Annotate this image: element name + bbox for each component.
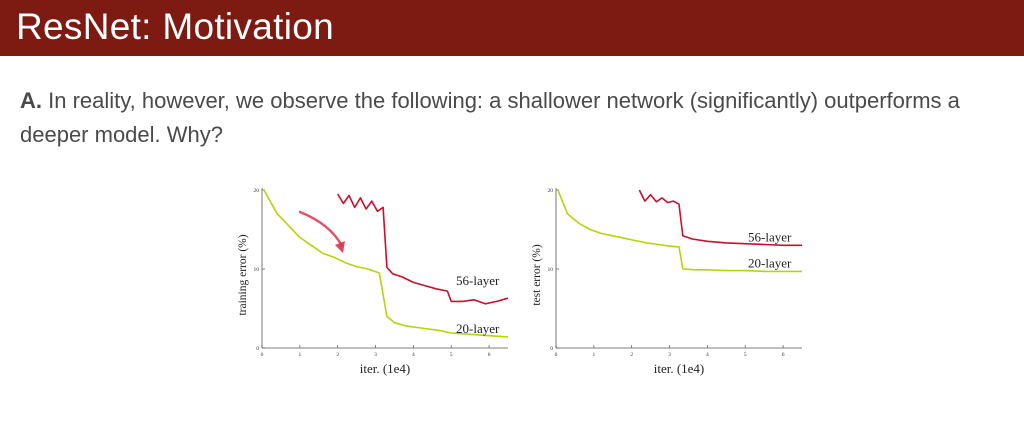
x-tick-label: 2	[630, 352, 633, 358]
training-error-chart: 0 1 2 3 4 5 6 0 10 20 iter. (1e4) training error (%…	[232, 182, 512, 387]
y-tick-label: 20	[548, 188, 554, 194]
y-axis-label: test error (%)	[531, 244, 543, 305]
axes: 0 1 2 3 4 5 6 0 10 20	[254, 188, 508, 358]
x-axis-label: iter. (1e4)	[360, 361, 411, 376]
y-tick-label: 0	[550, 346, 553, 352]
x-tick-label: 4	[412, 352, 415, 358]
y-tick-label: 10	[548, 267, 554, 273]
x-tick-label: 6	[488, 352, 491, 358]
x-tick-label: 0	[261, 352, 264, 358]
slide-body-text: A. In reality, however, we observe the f…	[20, 84, 1010, 152]
training-error-plot: 0 1 2 3 4 5 6 0 10 20 iter. (1e4) training error (%…	[237, 188, 509, 376]
test-error-chart: 0 1 2 3 4 5 6 0 10 20 iter. (1e4) test error (%) 56-…	[526, 182, 806, 387]
series-label: 56-layer	[456, 273, 500, 288]
y-tick-label: 0	[256, 346, 259, 352]
answer-text: In reality, however, we observe the foll…	[20, 88, 960, 147]
series-line-20-layer	[263, 189, 509, 338]
x-tick-label: 3	[668, 352, 671, 358]
x-tick-label: 5	[744, 352, 747, 358]
y-tick-label: 20	[254, 188, 260, 194]
series-label: 56-layer	[748, 229, 792, 244]
title-bar: ResNet: Motivation	[0, 0, 1024, 56]
x-axis-label: iter. (1e4)	[654, 361, 705, 376]
x-tick-label: 1	[592, 352, 595, 358]
test-error-plot: 0 1 2 3 4 5 6 0 10 20 iter. (1e4) test error (%) 56-…	[531, 188, 802, 376]
series-line-56-layer	[638, 189, 802, 247]
series-label: 20-layer	[456, 321, 500, 336]
y-tick-label: 10	[254, 267, 260, 273]
series-line-56-layer	[337, 193, 509, 305]
annotation-arrow	[298, 210, 345, 253]
x-tick-label: 3	[374, 352, 377, 358]
slide-title: ResNet: Motivation	[16, 6, 334, 47]
y-axis-label: training error (%)	[237, 234, 249, 315]
x-tick-label: 5	[450, 352, 453, 358]
axes: 0 1 2 3 4 5 6 0 10 20	[548, 188, 802, 358]
x-tick-label: 0	[555, 352, 558, 358]
x-tick-label: 2	[336, 352, 339, 358]
answer-label: A.	[20, 88, 42, 113]
x-tick-label: 6	[782, 352, 785, 358]
series-label: 20-layer	[748, 255, 792, 270]
x-tick-label: 1	[298, 352, 301, 358]
series-line-20-layer	[557, 189, 802, 273]
x-tick-label: 4	[706, 352, 709, 358]
